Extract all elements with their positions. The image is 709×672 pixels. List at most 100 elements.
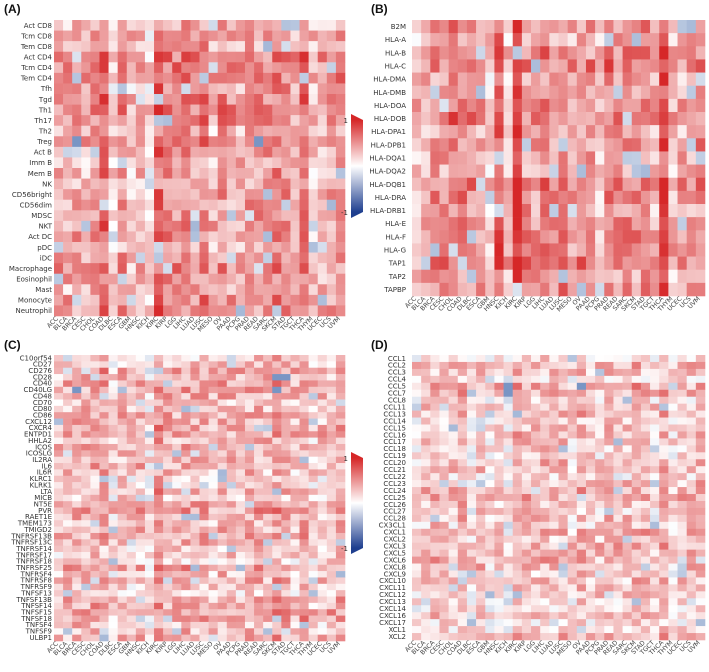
heatmap-cell	[317, 367, 328, 375]
heatmap-cell	[457, 269, 468, 284]
heatmap-cell	[650, 521, 660, 530]
heatmap-cell	[90, 386, 100, 394]
heatmap-cell	[485, 269, 495, 284]
heatmap-cell	[299, 520, 309, 527]
heatmap-cell	[90, 374, 100, 381]
heatmap-cell	[308, 571, 319, 578]
legend-max-label: 1	[344, 455, 348, 463]
heatmap-cell	[412, 177, 422, 192]
heatmap-cell	[595, 389, 605, 398]
heatmap-cell	[63, 424, 73, 432]
row-label: TNFRSF9	[20, 583, 52, 591]
heatmap-cell	[63, 104, 73, 116]
heatmap-cell	[531, 459, 541, 467]
heatmap-cell	[485, 521, 495, 530]
heatmap-cell	[299, 456, 309, 464]
heatmap-cell	[135, 513, 146, 521]
row-label: CXCL6	[384, 556, 407, 564]
heatmap-cell	[226, 252, 237, 264]
row-label: Monocyte	[18, 297, 52, 305]
heatmap-cell	[54, 475, 64, 483]
heatmap-cell	[254, 305, 264, 317]
heatmap-cell	[90, 443, 100, 451]
heatmap-cell	[512, 85, 523, 100]
heatmap-cell	[190, 507, 200, 515]
heatmap-cell	[604, 431, 614, 439]
heatmap-cell	[281, 374, 291, 381]
heatmap-cell	[72, 437, 82, 445]
heatmap-cell	[181, 621, 191, 629]
heatmap-cell	[163, 412, 173, 419]
heatmap-cell	[659, 410, 669, 418]
heatmap-cell	[686, 535, 697, 543]
heatmap-cell	[466, 507, 477, 516]
heatmap-cell	[521, 382, 532, 391]
heatmap-cell	[254, 539, 264, 546]
heatmap-cell	[117, 231, 128, 243]
heatmap-cell	[549, 177, 559, 192]
heatmap-cell	[531, 445, 541, 453]
heatmap-cell	[521, 466, 532, 474]
heatmap-cell	[466, 396, 477, 404]
heatmap-cell	[281, 125, 291, 137]
row-label: HLA-DRB1	[370, 207, 406, 215]
heatmap-cell	[135, 526, 146, 534]
heatmap-cell	[640, 528, 651, 537]
heatmap-cell	[235, 157, 246, 169]
heatmap-cell	[72, 136, 82, 148]
heatmap-cell	[317, 596, 328, 604]
heatmap-cell	[99, 431, 109, 438]
heatmap-cell	[448, 459, 459, 467]
heatmap-cell	[335, 634, 346, 642]
heatmap-cell	[521, 514, 532, 523]
heatmap-cell	[466, 626, 477, 634]
heatmap-cell	[659, 452, 669, 460]
heatmap-cell	[521, 417, 532, 425]
heatmap-cell	[686, 507, 697, 516]
heatmap-cell	[595, 230, 605, 244]
heatmap-cell	[108, 609, 118, 616]
heatmap-cell	[335, 231, 346, 243]
heatmap-cell	[281, 526, 291, 534]
heatmap-cell	[199, 294, 209, 306]
heatmap-cell	[430, 445, 440, 453]
heatmap-cell	[263, 374, 273, 381]
heatmap-cell	[686, 626, 697, 634]
heatmap-cell	[540, 217, 550, 231]
heatmap-cell	[163, 231, 173, 243]
heatmap-cell	[512, 459, 523, 467]
heatmap-cell	[263, 507, 273, 515]
heatmap-cell	[430, 598, 440, 606]
heatmap-cell	[476, 46, 486, 60]
heatmap-cell	[448, 282, 459, 297]
heatmap-cell	[335, 501, 346, 508]
heatmap-cell	[521, 528, 532, 537]
heatmap-cell	[299, 273, 309, 285]
heatmap-cell	[448, 151, 459, 165]
heatmap-cell	[226, 104, 237, 116]
row-label: Act CD8	[24, 22, 52, 30]
heatmap-cell	[81, 263, 91, 275]
heatmap-cell	[521, 424, 532, 432]
row-label: IL6	[42, 462, 53, 470]
heatmap-cell	[290, 136, 300, 148]
heatmap-cell	[117, 386, 128, 394]
heatmap-cell	[558, 514, 568, 523]
heatmap-cell	[668, 382, 678, 391]
heatmap-cell	[172, 157, 182, 169]
heatmap-cell	[540, 410, 550, 418]
heatmap-cell	[190, 72, 200, 84]
row-label: CD48	[33, 392, 52, 400]
heatmap-cell	[622, 46, 633, 60]
heatmap-cell	[72, 284, 82, 296]
heatmap-cell	[503, 382, 514, 391]
heatmap-cell	[63, 590, 73, 597]
heatmap-cell	[421, 431, 431, 439]
row-label: CD40LG	[23, 386, 52, 394]
heatmap-cell	[108, 532, 118, 540]
heatmap-cell	[521, 591, 532, 599]
heatmap-cell	[457, 452, 468, 460]
heatmap-cell	[281, 72, 291, 84]
heatmap-cell	[54, 501, 64, 508]
heatmap-cell	[90, 284, 100, 296]
